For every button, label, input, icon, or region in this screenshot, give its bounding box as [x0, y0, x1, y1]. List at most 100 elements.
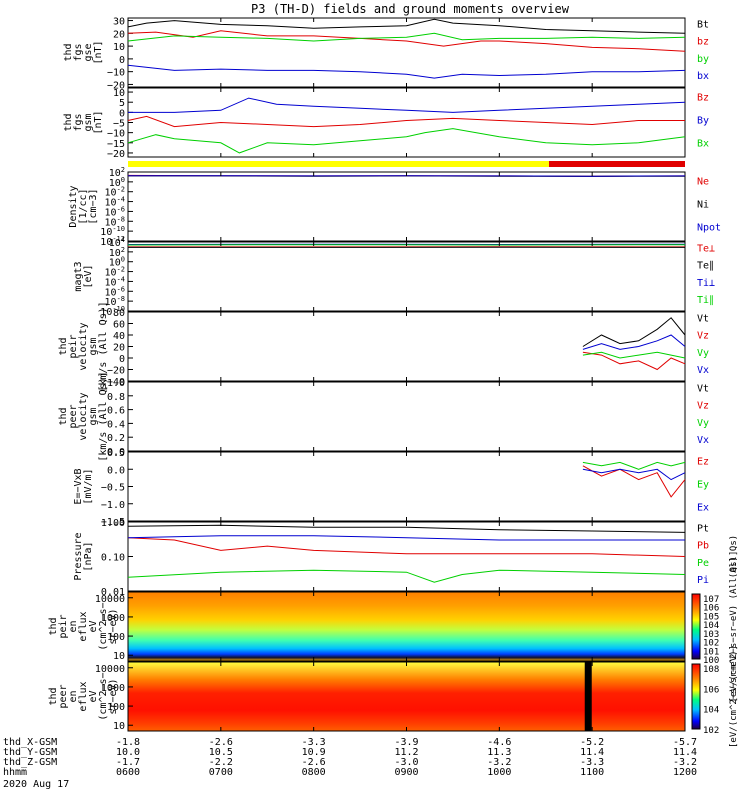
axis-row-value: -2.6	[302, 757, 326, 768]
y-tick-label: 10-4	[105, 275, 125, 288]
y-axis-label: peir	[58, 614, 69, 638]
legend-entry: Ey	[697, 480, 709, 491]
y-axis-label: [cm−3]	[88, 188, 99, 224]
legend-entry: Vz	[697, 331, 709, 342]
panel-density: 10210010-210-410-610-810-1010-12Density[…	[68, 166, 721, 248]
spectrogram-image	[128, 592, 685, 661]
y-tick-label: 0.0	[107, 447, 125, 458]
legend-entry: Vx	[697, 435, 709, 446]
legend-entry: Ni	[697, 200, 709, 211]
y-tick-label: −15	[107, 139, 125, 150]
y-axis-label: eV	[88, 690, 99, 702]
y-axis-label: eV	[88, 620, 99, 632]
y-axis-label: magt3	[73, 261, 84, 291]
y-axis-label: thd	[48, 687, 59, 705]
legend-entry: by	[697, 54, 709, 65]
y-tick-label: 10000	[95, 594, 125, 605]
y-tick-label: 10-10	[100, 305, 125, 318]
colorbar-tick-label: 100	[703, 656, 719, 666]
legend-entry: By	[697, 116, 709, 127]
y-tick-label: 10	[113, 721, 125, 732]
axis-row-label: hhmm	[3, 767, 27, 778]
axis-row-value: 1100	[580, 767, 604, 778]
panel-frame	[127, 521, 686, 592]
series-suffix-label: (All Qs)	[729, 535, 739, 578]
y-tick-label: 10-4	[105, 196, 125, 209]
colorbar	[691, 663, 701, 730]
legend-entry: Te∥	[697, 261, 714, 272]
axis-row-value: -5.7	[673, 737, 697, 748]
y-tick-label: 10	[113, 42, 125, 53]
y-tick-label: 104	[109, 236, 125, 249]
axis-row-value: 11.4	[673, 747, 697, 758]
series-line-Vy	[582, 351, 686, 359]
series-line-Vz	[582, 351, 686, 371]
y-tick-label: 10-12	[100, 235, 125, 248]
y-axis-label: thd	[58, 337, 69, 355]
axis-row-label: thd_X-GSM	[3, 737, 57, 748]
series-line-bz	[127, 30, 686, 52]
y-axis-label: E=−VxB	[73, 468, 84, 504]
data-gap	[584, 662, 592, 731]
y-tick-label: 10	[113, 88, 125, 99]
y-tick-label: 1.0	[107, 378, 125, 389]
y-tick-label: 102	[109, 246, 125, 259]
y-tick-label: 10-6	[105, 205, 125, 218]
colorbar-tick-label: 108	[703, 665, 719, 675]
panel-frame	[127, 17, 686, 88]
panel-peer_velocity: 1.0 0.8 0.6 0.4 0.2 0.0 thd peer velocity gsm [km/…	[58, 371, 709, 461]
y-tick-label: 100	[109, 256, 125, 269]
series-line-Pb	[127, 537, 686, 557]
colorbar-tick-label: 106	[703, 685, 719, 695]
y-tick-label: 10	[113, 651, 125, 662]
y-tick-label: 80	[113, 308, 125, 319]
axis-row-value: 1200	[673, 767, 697, 778]
panel-frame	[127, 87, 686, 158]
axis-row-value: 0900	[394, 767, 418, 778]
y-tick-label: 0.01	[101, 587, 125, 598]
y-tick-label: 40	[113, 331, 125, 342]
legend-entry: Bx	[697, 139, 709, 150]
panel-frame	[127, 241, 686, 312]
legend-entry: bz	[697, 37, 709, 48]
series-line-Ez	[582, 465, 686, 498]
axis-row-value: 0600	[116, 767, 140, 778]
colorbar-label: [eV/(cm^2−s−sr−eV)]	[729, 645, 739, 748]
y-axis-label: Pressure	[73, 532, 84, 580]
y-axis-label: eflux	[78, 681, 89, 711]
y-axis-label: thd	[63, 113, 74, 131]
y-axis-label: velocity	[78, 392, 89, 440]
axis-row-value: 10.5	[209, 747, 233, 758]
series-line-Bx	[127, 128, 686, 154]
series-line-by	[127, 32, 686, 42]
y-axis-label: peer	[58, 684, 69, 708]
y-tick-label: 10-8	[105, 295, 125, 308]
y-axis-label: Density	[68, 185, 79, 227]
y-tick-label: 0	[119, 108, 125, 119]
y-axis-label: thd	[63, 43, 74, 61]
colorbar-tick-label: 102	[703, 726, 719, 736]
series-line-Ex	[582, 468, 686, 481]
panel-pressure: 1.00 0.10 0.01 Pressure [nPa] Pt Pb Pe Pi (All Qs…	[73, 518, 739, 598]
panel-frame	[127, 311, 686, 382]
y-axis-label: peer	[68, 404, 79, 428]
axis-row-value: -2.6	[209, 737, 233, 748]
series-line-Bt	[127, 18, 686, 34]
y-axis-label: en	[68, 620, 79, 632]
y-axis-label: velocity	[78, 322, 89, 370]
y-axis-label: sr−eV)	[108, 608, 119, 644]
y-tick-label: 10-2	[105, 186, 125, 199]
legend-entry: Pb	[697, 541, 709, 552]
colorbar	[691, 593, 701, 660]
axis-row-value: -1.7	[116, 757, 140, 768]
y-tick-label: 30	[113, 17, 125, 28]
y-tick-label: −1.5	[101, 517, 125, 528]
y-axis-label: [mV/m]	[83, 468, 94, 504]
axis-row-value: -3.9	[394, 737, 418, 748]
axis-row-value: -3.0	[394, 757, 418, 768]
